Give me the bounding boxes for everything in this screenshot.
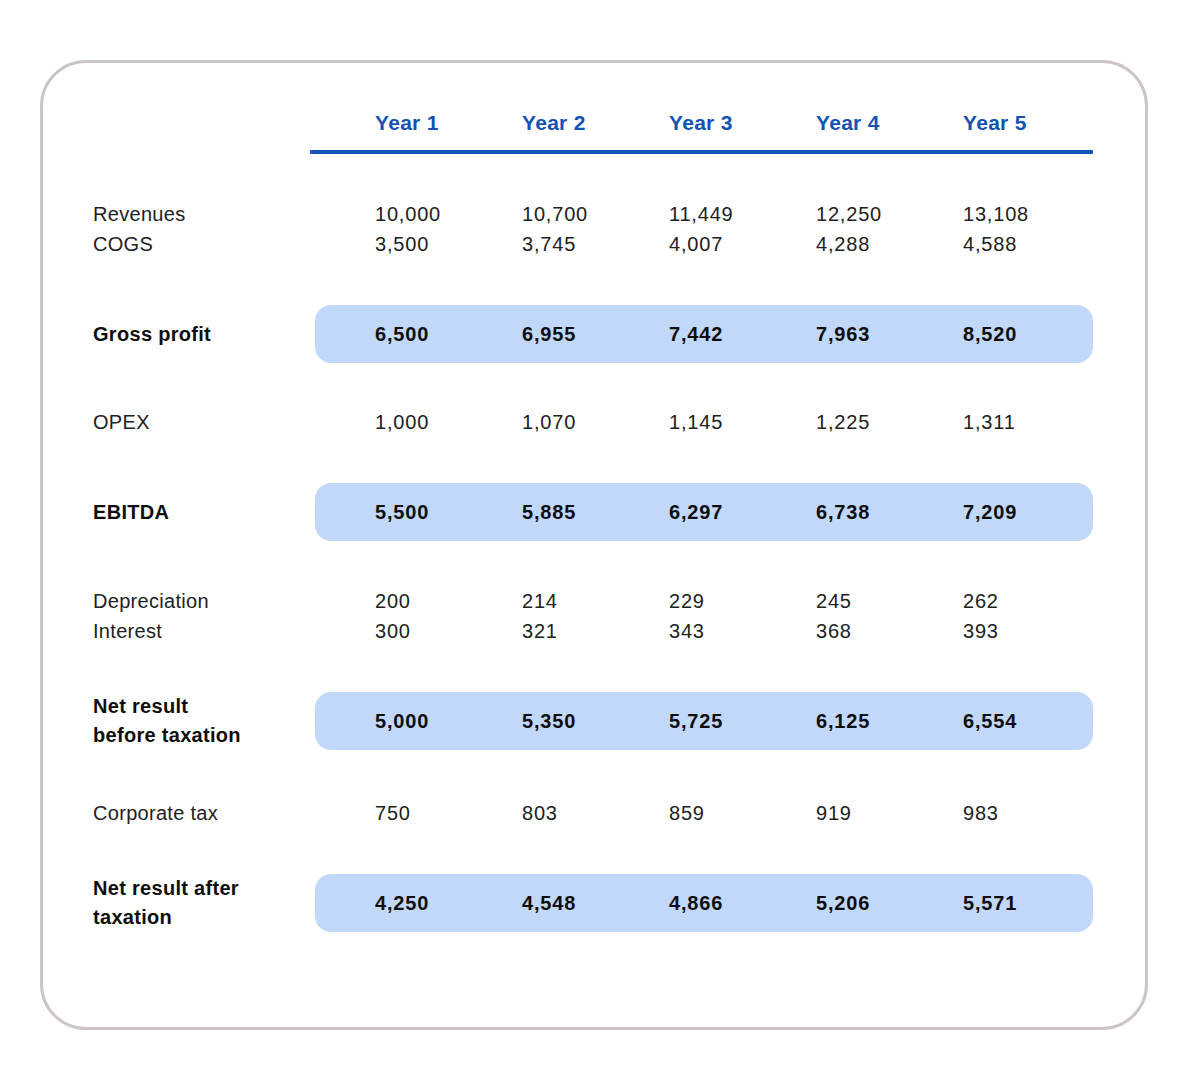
row-label: COGS xyxy=(93,230,340,259)
cell-value: 262 xyxy=(928,590,1075,613)
cell-value: 5,206 xyxy=(781,892,928,915)
cell-value: 859 xyxy=(634,802,781,825)
table-header-row: Year 1 Year 2 Year 3 Year 4 Year 5 xyxy=(93,108,1093,138)
row-label-text: COGS xyxy=(93,230,340,259)
table-row-net-result-before-taxation: Net result before taxation 5,000 5,350 5… xyxy=(93,692,1093,750)
row-label: Gross profit xyxy=(93,320,340,349)
cell-value: 5,885 xyxy=(487,501,634,524)
cell-value: 6,738 xyxy=(781,501,928,524)
cell-value: 3,745 xyxy=(487,233,634,256)
table-row-interest: Interest 300 321 343 368 393 xyxy=(93,616,1093,646)
row-label: Net result after taxation xyxy=(93,874,340,932)
row-label-text: before taxation xyxy=(93,721,340,750)
cell-value: 321 xyxy=(487,620,634,643)
cell-value: 5,725 xyxy=(634,710,781,733)
table-row-net-result-after-taxation: Net result after taxation 4,250 4,548 4,… xyxy=(93,874,1093,932)
cell-value: 6,500 xyxy=(340,323,487,346)
cell-value: 4,866 xyxy=(634,892,781,915)
cell-value: 803 xyxy=(487,802,634,825)
row-label-text: Corporate tax xyxy=(93,799,340,828)
cell-value: 7,209 xyxy=(928,501,1075,524)
row-label: Revenues xyxy=(93,200,340,229)
row-label: Net result before taxation xyxy=(93,692,340,750)
cell-value: 7,963 xyxy=(781,323,928,346)
cell-value: 983 xyxy=(928,802,1075,825)
cell-value: 6,554 xyxy=(928,710,1075,733)
cell-value: 750 xyxy=(340,802,487,825)
cell-value: 4,007 xyxy=(634,233,781,256)
row-label-text: Interest xyxy=(93,617,340,646)
cell-value: 5,571 xyxy=(928,892,1075,915)
column-header-year-4: Year 4 xyxy=(781,111,928,135)
row-label: OPEX xyxy=(93,408,340,437)
column-header-year-2: Year 2 xyxy=(487,111,634,135)
cell-value: 4,250 xyxy=(340,892,487,915)
cell-value: 3,500 xyxy=(340,233,487,256)
row-label-text: taxation xyxy=(93,903,340,932)
cell-value: 229 xyxy=(634,590,781,613)
table-row-corporate-tax: Corporate tax 750 803 859 919 983 xyxy=(93,798,1093,828)
cell-value: 919 xyxy=(781,802,928,825)
cell-value: 13,108 xyxy=(928,203,1075,226)
column-header-year-1: Year 1 xyxy=(340,111,487,135)
cell-value: 300 xyxy=(340,620,487,643)
cell-value: 1,311 xyxy=(928,411,1075,434)
table-row-depreciation: Depreciation 200 214 229 245 262 xyxy=(93,586,1093,616)
cell-value: 6,125 xyxy=(781,710,928,733)
financial-table-card: Year 1 Year 2 Year 3 Year 4 Year 5 Reven… xyxy=(40,60,1148,1030)
row-label-text: EBITDA xyxy=(93,498,340,527)
cell-value: 4,588 xyxy=(928,233,1075,256)
cell-value: 245 xyxy=(781,590,928,613)
cell-value: 6,955 xyxy=(487,323,634,346)
row-label-text: Revenues xyxy=(93,200,340,229)
row-label-text: Gross profit xyxy=(93,320,340,349)
cell-value: 4,548 xyxy=(487,892,634,915)
column-header-year-5: Year 5 xyxy=(928,111,1075,135)
cell-value: 1,070 xyxy=(487,411,634,434)
cell-value: 5,000 xyxy=(340,710,487,733)
column-header-year-3: Year 3 xyxy=(634,111,781,135)
cell-value: 5,350 xyxy=(487,710,634,733)
cell-value: 343 xyxy=(634,620,781,643)
row-label-text: OPEX xyxy=(93,408,340,437)
cell-value: 10,700 xyxy=(487,203,634,226)
cell-value: 368 xyxy=(781,620,928,643)
cell-value: 6,297 xyxy=(634,501,781,524)
row-label-text: Depreciation xyxy=(93,587,340,616)
table-row-ebitda: EBITDA 5,500 5,885 6,297 6,738 7,209 xyxy=(93,483,1093,541)
table-row-opex: OPEX 1,000 1,070 1,145 1,225 1,311 xyxy=(93,407,1093,437)
cell-value: 1,225 xyxy=(781,411,928,434)
cell-value: 11,449 xyxy=(634,203,781,226)
cell-value: 7,442 xyxy=(634,323,781,346)
cell-value: 214 xyxy=(487,590,634,613)
cell-value: 10,000 xyxy=(340,203,487,226)
cell-value: 1,000 xyxy=(340,411,487,434)
row-label: Depreciation xyxy=(93,587,340,616)
row-label: Corporate tax xyxy=(93,799,340,828)
cell-value: 12,250 xyxy=(781,203,928,226)
row-label-text: Net result xyxy=(93,692,340,721)
cell-value: 393 xyxy=(928,620,1075,643)
cell-value: 1,145 xyxy=(634,411,781,434)
table-row-revenues: Revenues 10,000 10,700 11,449 12,250 13,… xyxy=(93,199,1093,229)
cell-value: 5,500 xyxy=(340,501,487,524)
cell-value: 200 xyxy=(340,590,487,613)
table-row-cogs: COGS 3,500 3,745 4,007 4,288 4,588 xyxy=(93,229,1093,259)
table-row-gross-profit: Gross profit 6,500 6,955 7,442 7,963 8,5… xyxy=(93,305,1093,363)
row-label: EBITDA xyxy=(93,498,340,527)
cell-value: 4,288 xyxy=(781,233,928,256)
row-label: Interest xyxy=(93,617,340,646)
row-label-text: Net result after xyxy=(93,874,340,903)
header-underline xyxy=(310,150,1093,154)
cell-value: 8,520 xyxy=(928,323,1075,346)
